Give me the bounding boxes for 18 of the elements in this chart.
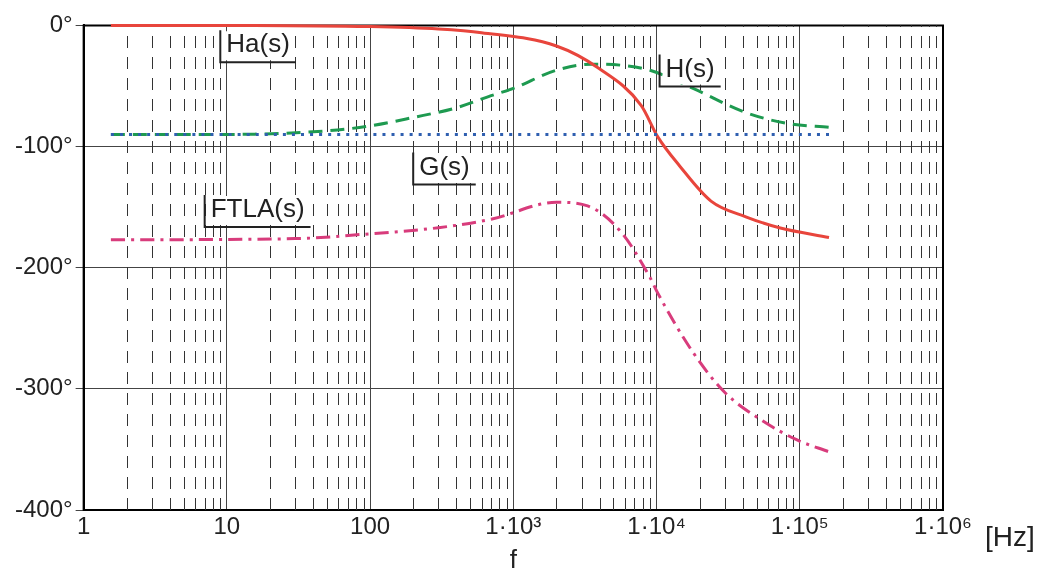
- series-label: H(s): [665, 52, 715, 83]
- y-tick-label: -400°: [14, 494, 73, 522]
- y-tick-label: -200°: [14, 252, 73, 280]
- text: [Hz]: [985, 520, 1035, 552]
- y-tick-label: 0°: [49, 10, 73, 38]
- series-label: G(s): [419, 150, 470, 181]
- x-tick-label: 1·10⁴: [627, 512, 686, 540]
- series-label: FTLA(s): [210, 193, 305, 224]
- y-tick-label: -100°: [14, 131, 73, 159]
- x-tick-label: 100: [350, 512, 391, 540]
- x-tick-label: 1·10⁶: [914, 512, 972, 540]
- y-tick-label: -300°: [14, 373, 73, 401]
- series-label: Ha(s): [226, 28, 290, 59]
- x-tick-label: 1·10³: [485, 512, 542, 540]
- x-tick-label: 1·10⁵: [770, 512, 829, 540]
- x-tick-label: 1: [76, 512, 91, 540]
- x-tick-label: 10: [213, 512, 241, 540]
- x-axis-title: f: [509, 543, 518, 574]
